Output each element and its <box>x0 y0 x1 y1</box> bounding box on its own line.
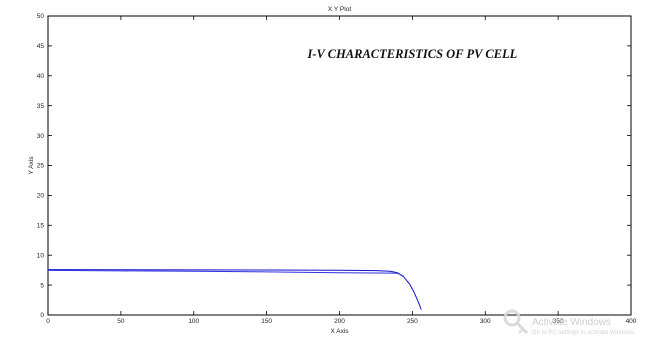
y-axis-label: Y Axis <box>28 156 35 175</box>
y-tick-label: 25 <box>37 163 45 170</box>
x-tick-label: 350 <box>553 318 564 325</box>
series-lines <box>47 269 422 310</box>
y-tick-label: 45 <box>37 43 45 50</box>
series-line-2 <box>47 269 404 277</box>
y-tick-label: 50 <box>37 13 45 20</box>
series-line-1 <box>47 269 422 310</box>
y-axis-ticks: 0 5 10 15 20 25 30 35 40 45 50 <box>37 13 631 319</box>
x-tick-label: 150 <box>261 318 272 325</box>
y-tick-label: 5 <box>40 282 44 289</box>
windows-key-icon <box>503 309 529 335</box>
y-tick-label: 20 <box>37 193 45 200</box>
x-tick-label: 250 <box>407 318 418 325</box>
x-tick-label: 300 <box>480 318 491 325</box>
chart-title: X Y Plot <box>328 6 351 13</box>
x-axis-ticks: 0 50 100 150 200 250 300 350 400 <box>46 16 637 325</box>
y-tick-label: 0 <box>40 312 44 319</box>
y-tick-label: 15 <box>37 223 45 230</box>
y-tick-label: 30 <box>37 133 45 140</box>
watermark-subtitle: Go to PC settings to activate Windows. <box>532 330 636 336</box>
x-tick-label: 100 <box>188 318 199 325</box>
watermark-title: Activate Windows <box>532 317 611 328</box>
y-tick-label: 40 <box>37 73 45 80</box>
x-tick-label: 200 <box>334 318 345 325</box>
y-tick-label: 35 <box>37 103 45 110</box>
chart-annotation: I-V CHARACTERISTICS OF PV CELL <box>306 47 517 61</box>
x-tick-label: 0 <box>46 318 50 325</box>
x-tick-label: 50 <box>117 318 125 325</box>
x-axis-label: X Axis <box>330 328 349 335</box>
activation-watermark: Activate Windows Go to PC settings to ac… <box>503 309 636 336</box>
y-tick-label: 10 <box>37 252 45 259</box>
x-tick-label: 400 <box>626 318 637 325</box>
plot-area <box>47 15 632 316</box>
